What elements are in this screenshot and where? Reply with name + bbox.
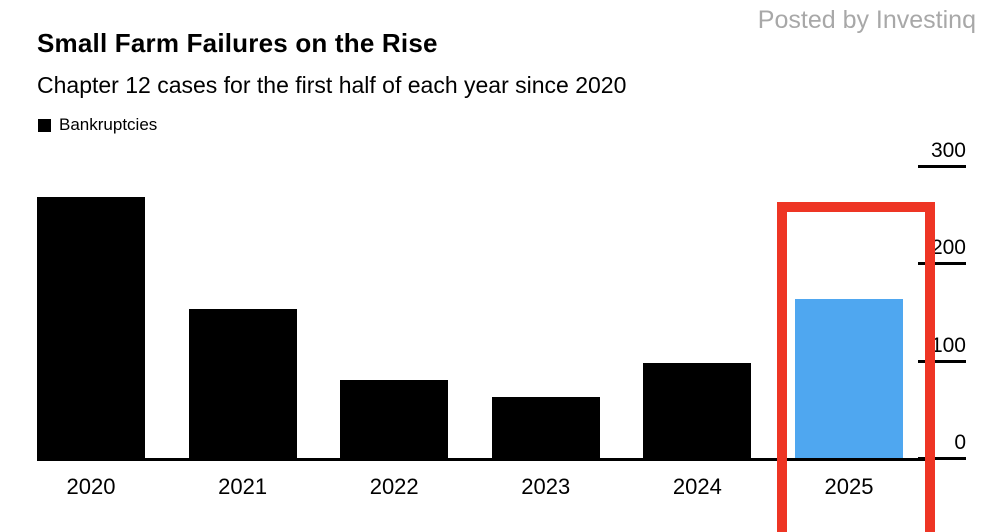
highlight-box: [777, 202, 935, 532]
bar-slot-2020: [37, 197, 145, 460]
legend-swatch-icon: [38, 118, 51, 132]
x-axis-label-2020: 2020: [66, 474, 116, 499]
x-axis-label-2021: 2021: [218, 474, 268, 499]
bar-slot-2022: [340, 380, 449, 460]
bar-2023: [491, 397, 600, 460]
chart-title: Small Farm Failures on the Rise: [37, 28, 438, 58]
bar-2025: [794, 299, 903, 460]
bar-slot-2023: [491, 397, 600, 460]
legend-label: Bankruptcies: [59, 115, 158, 134]
x-axis-baseline: [37, 458, 935, 461]
x-axis-label-2025: 2025: [824, 474, 874, 499]
x-axis-label-2024: 2024: [672, 474, 722, 499]
x-axis-label-2023: 2023: [521, 474, 571, 499]
legend: Bankruptcies: [38, 115, 157, 135]
bars: [37, 150, 903, 460]
bar-2021: [188, 309, 297, 460]
bar-slot-2024: [643, 363, 752, 460]
bar-2022: [340, 380, 449, 460]
y-tick-300: 300: [918, 138, 966, 168]
bar-slot-2025: [794, 299, 903, 460]
bar-2024: [643, 363, 752, 460]
x-axis: 2020 2021 2022 2023 2024 2025: [37, 474, 903, 500]
watermark-text: Posted by Investinq: [757, 6, 976, 34]
bar-slot-2021: [188, 309, 297, 460]
x-axis-label-2022: 2022: [369, 474, 419, 499]
chart-subtitle: Chapter 12 cases for the first half of e…: [37, 72, 627, 98]
bar-2020: [37, 197, 145, 460]
